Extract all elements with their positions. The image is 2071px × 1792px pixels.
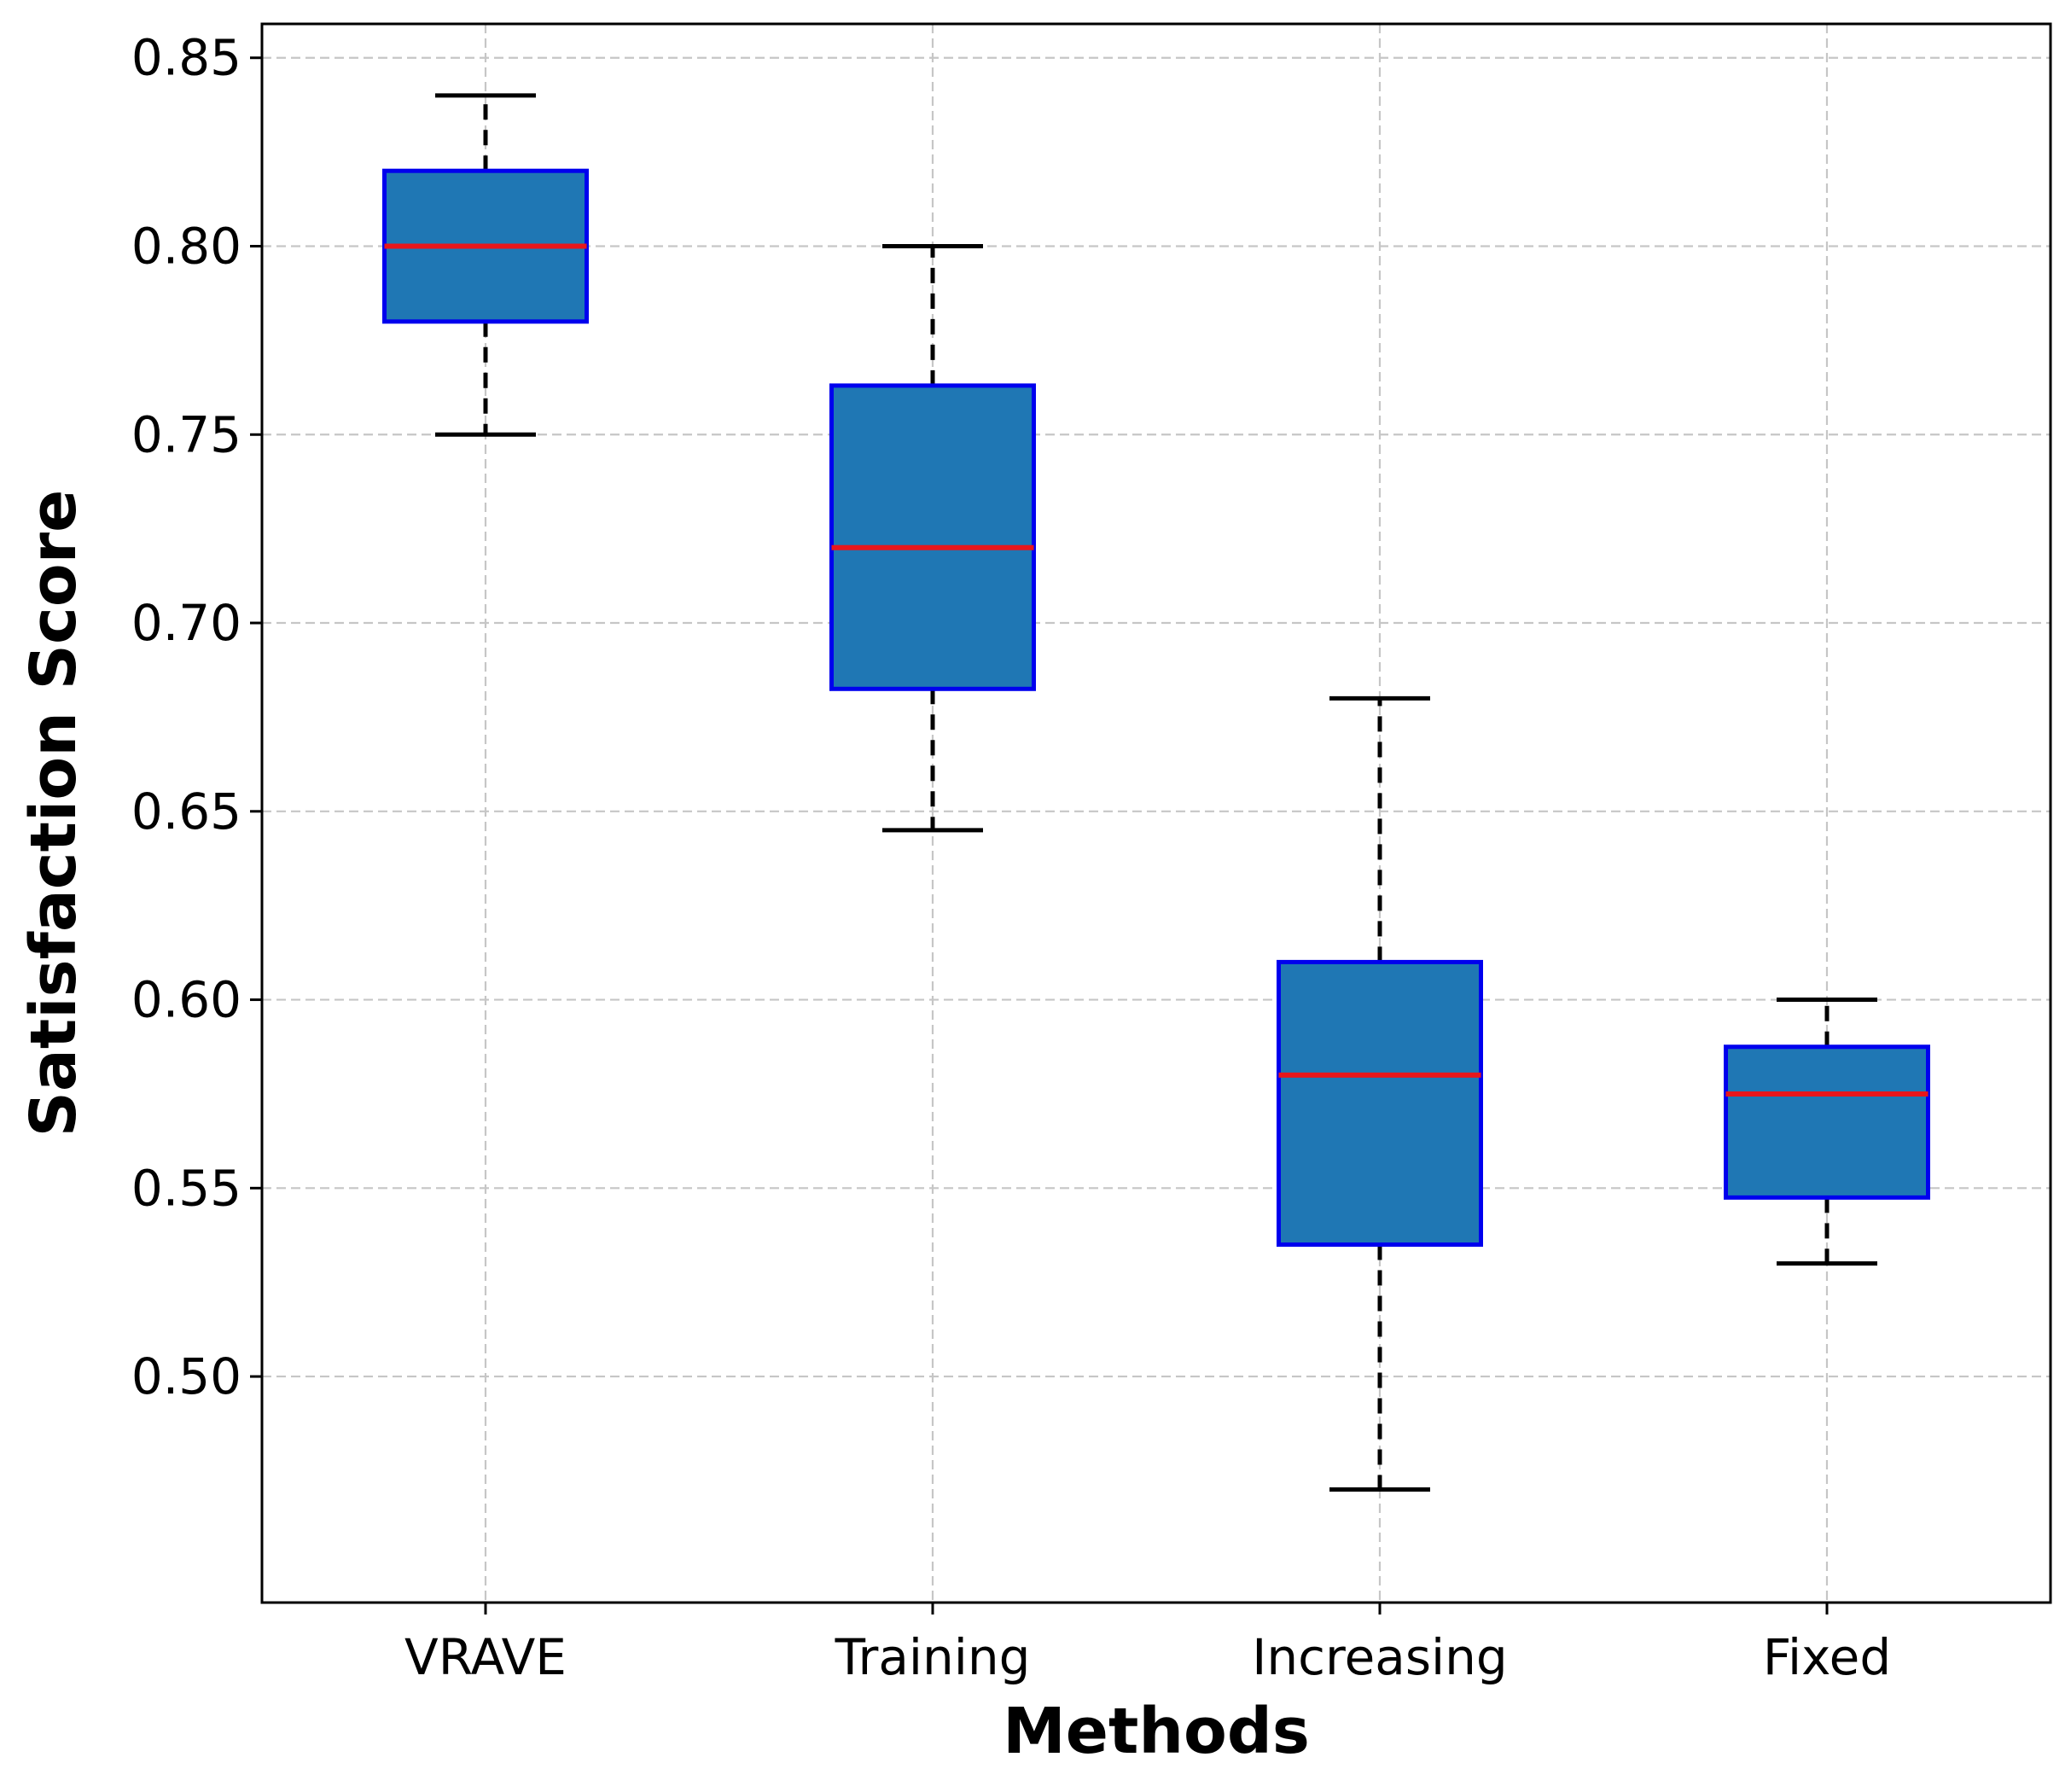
box-plot-vrave bbox=[382, 93, 589, 437]
box-plot-training bbox=[829, 244, 1036, 833]
axis-ticks: 0.50 0.55 0.60 0.65 0.70 0.75 0.80 0.85 VRAVE Tra… bbox=[131, 29, 1891, 1686]
y-tick-label: 0.85 bbox=[131, 29, 241, 87]
box-plot-increasing bbox=[1277, 695, 1483, 1492]
x-tick-label: VRAVE bbox=[404, 1628, 567, 1686]
x-tick-label: Fixed bbox=[1763, 1628, 1891, 1686]
box-plot-fixed bbox=[1724, 998, 1930, 1266]
y-tick-label: 0.50 bbox=[131, 1347, 241, 1405]
iqr-box bbox=[829, 383, 1036, 691]
y-tick-label: 0.65 bbox=[131, 783, 241, 841]
y-tick-label: 0.80 bbox=[131, 218, 241, 276]
plot-area-frame bbox=[260, 22, 2052, 1604]
y-tick-label: 0.60 bbox=[131, 971, 241, 1029]
iqr-box bbox=[1724, 1044, 1930, 1200]
y-tick-label: 0.75 bbox=[131, 405, 241, 463]
y-tick-label: 0.55 bbox=[131, 1159, 241, 1217]
iqr-box bbox=[1277, 959, 1483, 1248]
y-axis-title: Satisfaction Score bbox=[17, 490, 90, 1137]
x-tick-label: Increasing bbox=[1252, 1628, 1507, 1686]
y-tick-label: 0.70 bbox=[131, 594, 241, 652]
boxes-group bbox=[382, 93, 1930, 1492]
x-tick-label: Training bbox=[835, 1628, 1031, 1686]
x-axis-title: Methods bbox=[1003, 1695, 1310, 1768]
